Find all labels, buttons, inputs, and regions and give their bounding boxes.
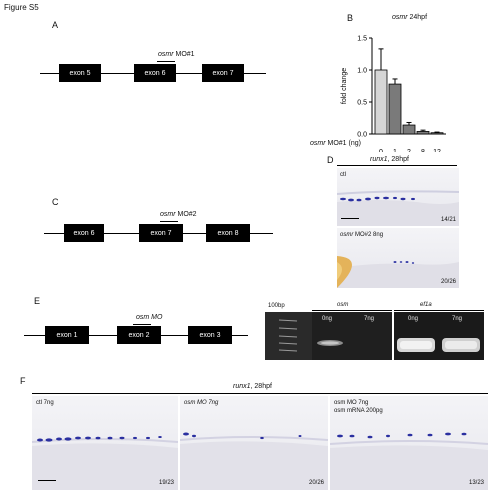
panel-c-exon-2: exon 7 <box>139 224 183 242</box>
panel-a-mo-label: osmr MO#1 <box>158 51 195 58</box>
chart-x-tick-label: 0 <box>379 149 383 152</box>
chart-x-tick-label: 2 <box>407 149 411 152</box>
gel-osm-bands <box>317 340 343 346</box>
ladder-bands <box>278 319 298 352</box>
ladder-label: 100bp <box>268 303 285 309</box>
panel-a-mo-gene: osmr <box>158 51 174 58</box>
panel-d-title-gene: runx1 <box>370 156 388 163</box>
panel-f-image-1: ctl 7ng 19/23 <box>32 396 178 490</box>
panel-a-mo-target-bar <box>157 61 175 62</box>
panel-d-bottom-gene: osmr <box>340 232 354 238</box>
panel-d-top-image: ctl 14/21 <box>337 168 459 226</box>
panel-e-exon-1: exon 1 <box>45 326 89 344</box>
embryo-ctl-illustration <box>337 190 459 226</box>
gel-left-title-rule <box>312 310 392 311</box>
panel-f-image-3-count: 13/23 <box>468 480 484 486</box>
chart-y-tick-label: 0.5 <box>357 100 367 107</box>
fold-change-chart: 0.00.51.01.5012812 fold change <box>341 36 446 152</box>
chart-bar-2 <box>402 124 416 135</box>
panel-d-title-suffix: , 28hpf <box>387 156 409 163</box>
chart-bar-0 <box>374 69 388 135</box>
gel-lane-0ng-ef1a: 0ng <box>408 316 419 322</box>
chart-bar-8 <box>416 131 430 135</box>
chart-bar-12 <box>430 132 444 135</box>
chart-y-tick-label: 1.0 <box>357 68 367 75</box>
panel-c-mo-suffix: MO#2 <box>175 211 197 218</box>
chart-title-gene: osmr <box>392 14 408 21</box>
chart-x-axis-label: osmr MO#1 (ng) <box>310 140 361 147</box>
panel-letter-c: C <box>52 197 59 207</box>
panel-d-title-rule <box>337 165 457 166</box>
panel-e-exon-2: exon 2 <box>117 326 161 344</box>
gel-lane-7ng-ef1a: 7ng <box>452 316 463 322</box>
panel-e-mo-label: osm MO <box>136 314 163 321</box>
scale-bar <box>341 218 359 219</box>
panel-f-title-rule <box>32 393 488 394</box>
chart-y-tick-label: 1.5 <box>357 36 367 43</box>
panel-a-exon-1: exon 5 <box>59 64 101 82</box>
panel-d-top-label: ctl <box>340 172 346 178</box>
chart-y-axis-label: fold change <box>341 68 348 104</box>
panel-f-image-3-label2: osm mRNA 200pg <box>334 408 383 414</box>
chart-title: osmr 24hpf <box>392 14 427 21</box>
gel-lane-0ng-osm: 0ng <box>322 316 333 322</box>
panel-f-image-3: osm MO 7ng osm mRNA 200pg 13/23 <box>330 396 488 490</box>
embryo-ctl-7ng-illustration <box>32 436 178 490</box>
chart-x-axis-suffix: MO#1 (ng) <box>325 140 361 147</box>
panel-f-title: runx1, 28hpf <box>233 383 272 390</box>
panel-f-image-2-label: osm MO 7ng <box>184 400 219 406</box>
chart-y-tick-label: 0.0 <box>357 132 367 139</box>
chart-title-suffix: 24hpf <box>407 14 428 21</box>
panel-a-exon-2: exon 6 <box>134 64 176 82</box>
gel-osm-lanes: 0ng 7ng <box>312 312 392 360</box>
embryo-rescue-illustration <box>330 432 488 490</box>
panel-c-exon-1: exon 6 <box>64 224 104 242</box>
chart-x-axis-gene: osmr <box>310 140 326 147</box>
panel-f-image-2: osm MO 7ng 20/26 <box>180 396 328 490</box>
panel-d-title: runx1, 28hpf <box>370 156 409 163</box>
panel-c-mo-label: osmr MO#2 <box>160 211 197 218</box>
gel-ef1a-bands <box>397 338 480 352</box>
panel-letter-f: F <box>20 376 26 386</box>
panel-e-mo-target-bar <box>133 324 151 325</box>
panel-c-mo-gene: osmr <box>160 211 176 218</box>
gel-left-title: osm <box>337 302 349 308</box>
panel-f-title-suffix: , 28hpf <box>250 383 272 390</box>
panel-f-image-1-label: ctl 7ng <box>36 400 54 406</box>
gel-right-title: ef1a <box>420 302 432 308</box>
panel-letter-a: A <box>52 20 59 30</box>
embryo-mo2-illustration <box>337 256 459 288</box>
gel-right-title-rule <box>394 310 484 311</box>
gel-ladder-lane <box>265 312 313 360</box>
panel-c-mo-target-bar <box>160 221 178 222</box>
scale-bar <box>38 480 56 481</box>
panel-d-bottom-suffix: MO#2 8ng <box>353 232 384 238</box>
panel-f-image-3-label: osm MO 7ng <box>334 400 369 406</box>
chart-x-tick-label: 8 <box>421 149 425 152</box>
panel-c-exon-3: exon 8 <box>206 224 250 242</box>
panel-letter-d: D <box>327 155 334 165</box>
chart-bar-1 <box>388 83 402 135</box>
panel-d-top-count: 14/21 <box>440 217 456 223</box>
embryo-osm-mo-illustration <box>180 432 328 490</box>
panel-letter-e: E <box>34 296 41 306</box>
figure-title: Figure S5 <box>4 3 39 12</box>
panel-f-image-1-count: 19/23 <box>158 480 174 486</box>
panel-a-exon-3: exon 7 <box>202 64 244 82</box>
panel-d-bottom-label: osmr MO#2 8ng <box>340 232 383 238</box>
chart-plot-area: 0.00.51.01.5012812 <box>357 36 446 152</box>
panel-f-image-2-count: 20/26 <box>308 480 324 486</box>
panel-e-exon-3: exon 3 <box>188 326 232 344</box>
panel-d-bottom-count: 20/26 <box>440 279 456 285</box>
gel-lane-7ng-osm: 7ng <box>364 316 375 322</box>
panel-f-title-gene: runx1 <box>233 383 251 390</box>
chart-x-tick-label: 1 <box>393 149 397 152</box>
chart-x-tick-label: 12 <box>433 149 441 152</box>
panel-d-bottom-image: osmr MO#2 8ng 20/26 <box>337 228 459 288</box>
panel-letter-b: B <box>347 13 354 23</box>
panel-a-mo-suffix: MO#1 <box>173 51 195 58</box>
gel-ef1a-lanes: 0ng 7ng <box>394 312 484 360</box>
